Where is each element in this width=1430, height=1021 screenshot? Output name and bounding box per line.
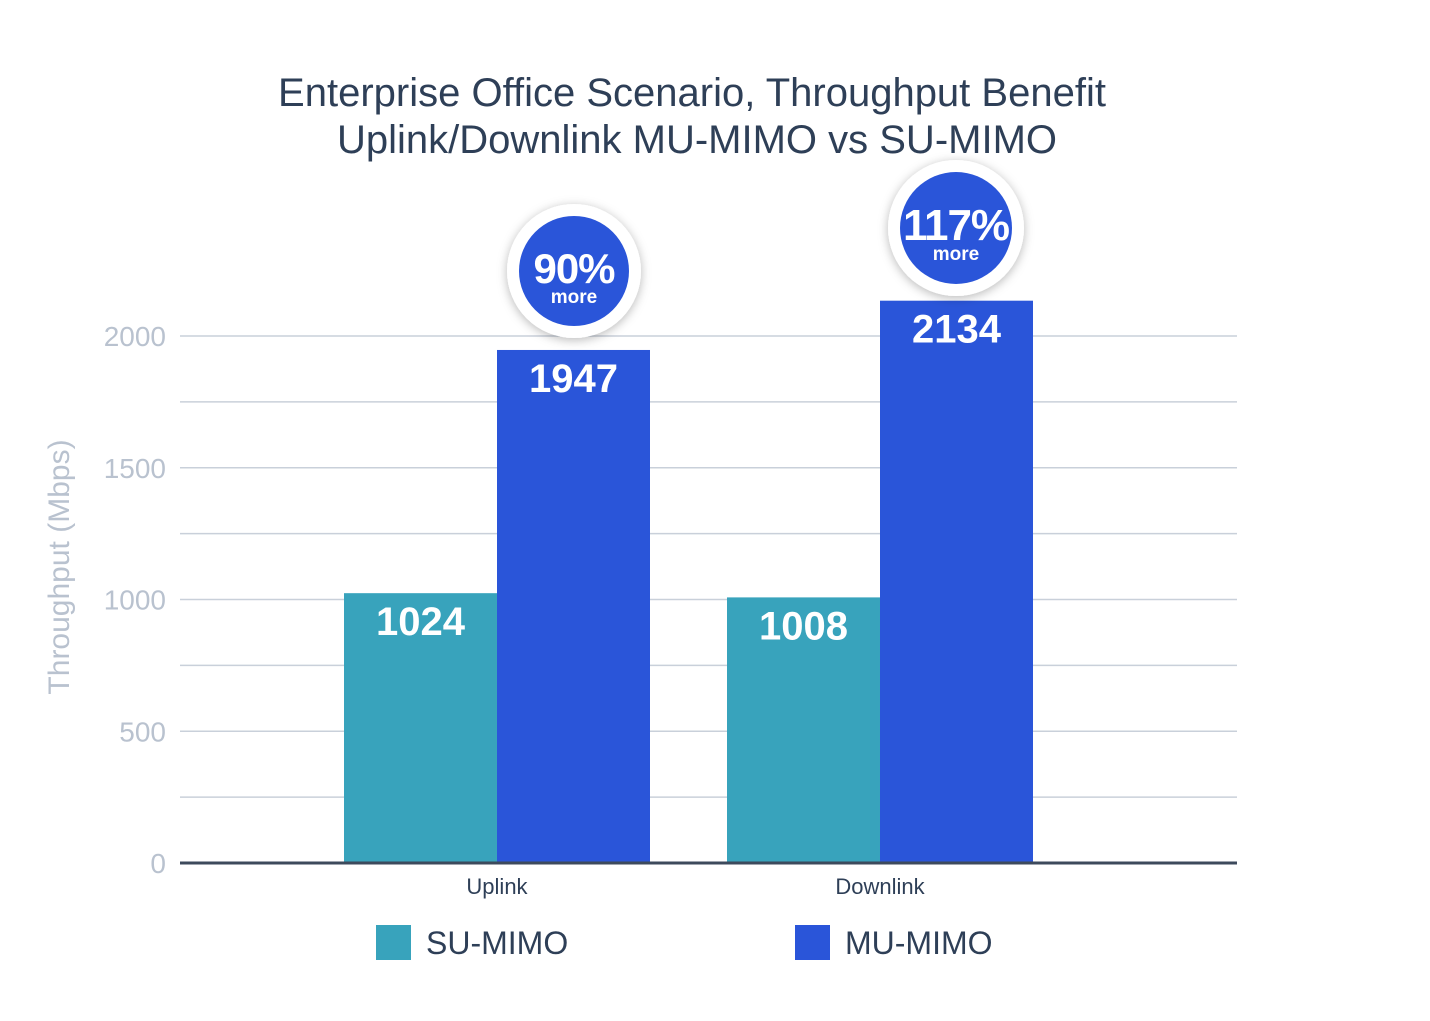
legend-label: MU-MIMO	[845, 925, 993, 961]
y-tick-label: 0	[150, 848, 166, 879]
badge-more-text: more	[933, 244, 979, 265]
gridlines	[180, 335, 1237, 798]
y-axis-ticks: 0 500 1000 1500 2000	[104, 321, 166, 879]
bar-mu-mimo-downlink	[880, 300, 1033, 863]
x-category-label: Downlink	[835, 874, 925, 899]
y-tick-label: 1500	[104, 453, 166, 484]
bar-su-mimo-uplink	[344, 593, 497, 863]
bar-value-label: 2134	[912, 308, 1002, 352]
x-axis-categories: Uplink Downlink	[466, 874, 925, 899]
bar-value-label: 1024	[376, 600, 466, 644]
y-tick-label: 2000	[104, 321, 166, 352]
y-tick-label: 1000	[104, 585, 166, 616]
bar-value-label: 1947	[529, 357, 618, 401]
bar-value-label: 1008	[759, 604, 848, 648]
badge-more-text: more	[551, 287, 597, 308]
y-axis-label: Throughput (Mbps)	[43, 439, 76, 694]
bars: 1024 1947 1008 2134	[344, 300, 1033, 863]
chart-subtitle: Uplink/Downlink MU-MIMO vs SU-MIMO	[337, 118, 1057, 162]
legend-label: SU-MIMO	[426, 925, 568, 961]
bar-mu-mimo-uplink	[497, 349, 650, 863]
badge-circle	[519, 216, 629, 326]
chart-title: Enterprise Office Scenario, Throughput B…	[278, 71, 1106, 115]
y-tick-label: 500	[119, 716, 166, 747]
bar-su-mimo-downlink	[727, 597, 880, 863]
badge-uplink: 90%more	[507, 204, 641, 338]
badge-circle	[900, 172, 1012, 284]
legend-swatch-su-mimo	[376, 925, 411, 960]
x-category-label: Uplink	[466, 874, 528, 899]
legend: SU-MIMO MU-MIMO	[376, 925, 993, 961]
badge-percent: 90%	[533, 245, 615, 292]
badge-downlink: 117%more	[888, 160, 1024, 296]
badge-percent: 117%	[903, 201, 1009, 250]
legend-swatch-mu-mimo	[795, 925, 830, 960]
